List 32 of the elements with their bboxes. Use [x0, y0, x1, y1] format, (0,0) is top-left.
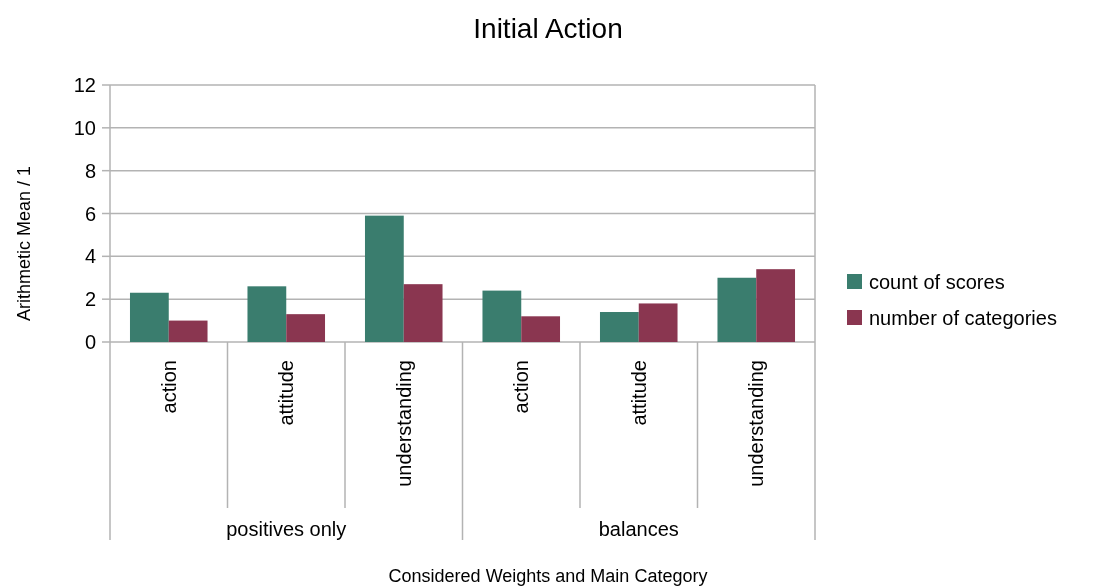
y-tick-label: 12 [73, 74, 96, 96]
text: positives only [226, 518, 347, 540]
y-tick-label: 10 [73, 116, 96, 139]
y-axis-title: Arithmetic Mean / 1 [14, 165, 34, 322]
bar [482, 290, 522, 342]
bar [599, 312, 639, 342]
y-tick-label: 8 [84, 159, 96, 182]
x-axis-title: Considered Weights and Main Category [388, 566, 708, 586]
y-tick-label: 4 [84, 245, 96, 268]
y-tick-label: 6 [84, 202, 96, 225]
x-tick-label: action [157, 360, 180, 414]
x-tick-label: attitude [275, 360, 298, 426]
bar [364, 215, 404, 342]
bar [168, 320, 208, 342]
x-tick-label: understanding [392, 360, 415, 487]
x-tick-label: attitude [627, 360, 650, 426]
bar [129, 292, 169, 342]
x-tick-label: action [510, 360, 533, 414]
bar [756, 269, 796, 342]
chart-title: Initial Action [473, 13, 623, 44]
y-tick-label: 2 [84, 288, 96, 311]
y-tick-label: 0 [84, 331, 96, 353]
bar [638, 303, 678, 342]
legend-label: count of scores [869, 271, 1005, 293]
bar [247, 286, 287, 342]
bar [286, 314, 326, 342]
bar [717, 277, 757, 342]
bar [403, 284, 443, 342]
text: balances [598, 518, 679, 540]
bar [521, 316, 561, 342]
legend-label: number of categories [869, 307, 1057, 329]
x-tick-label: understanding [745, 360, 768, 487]
